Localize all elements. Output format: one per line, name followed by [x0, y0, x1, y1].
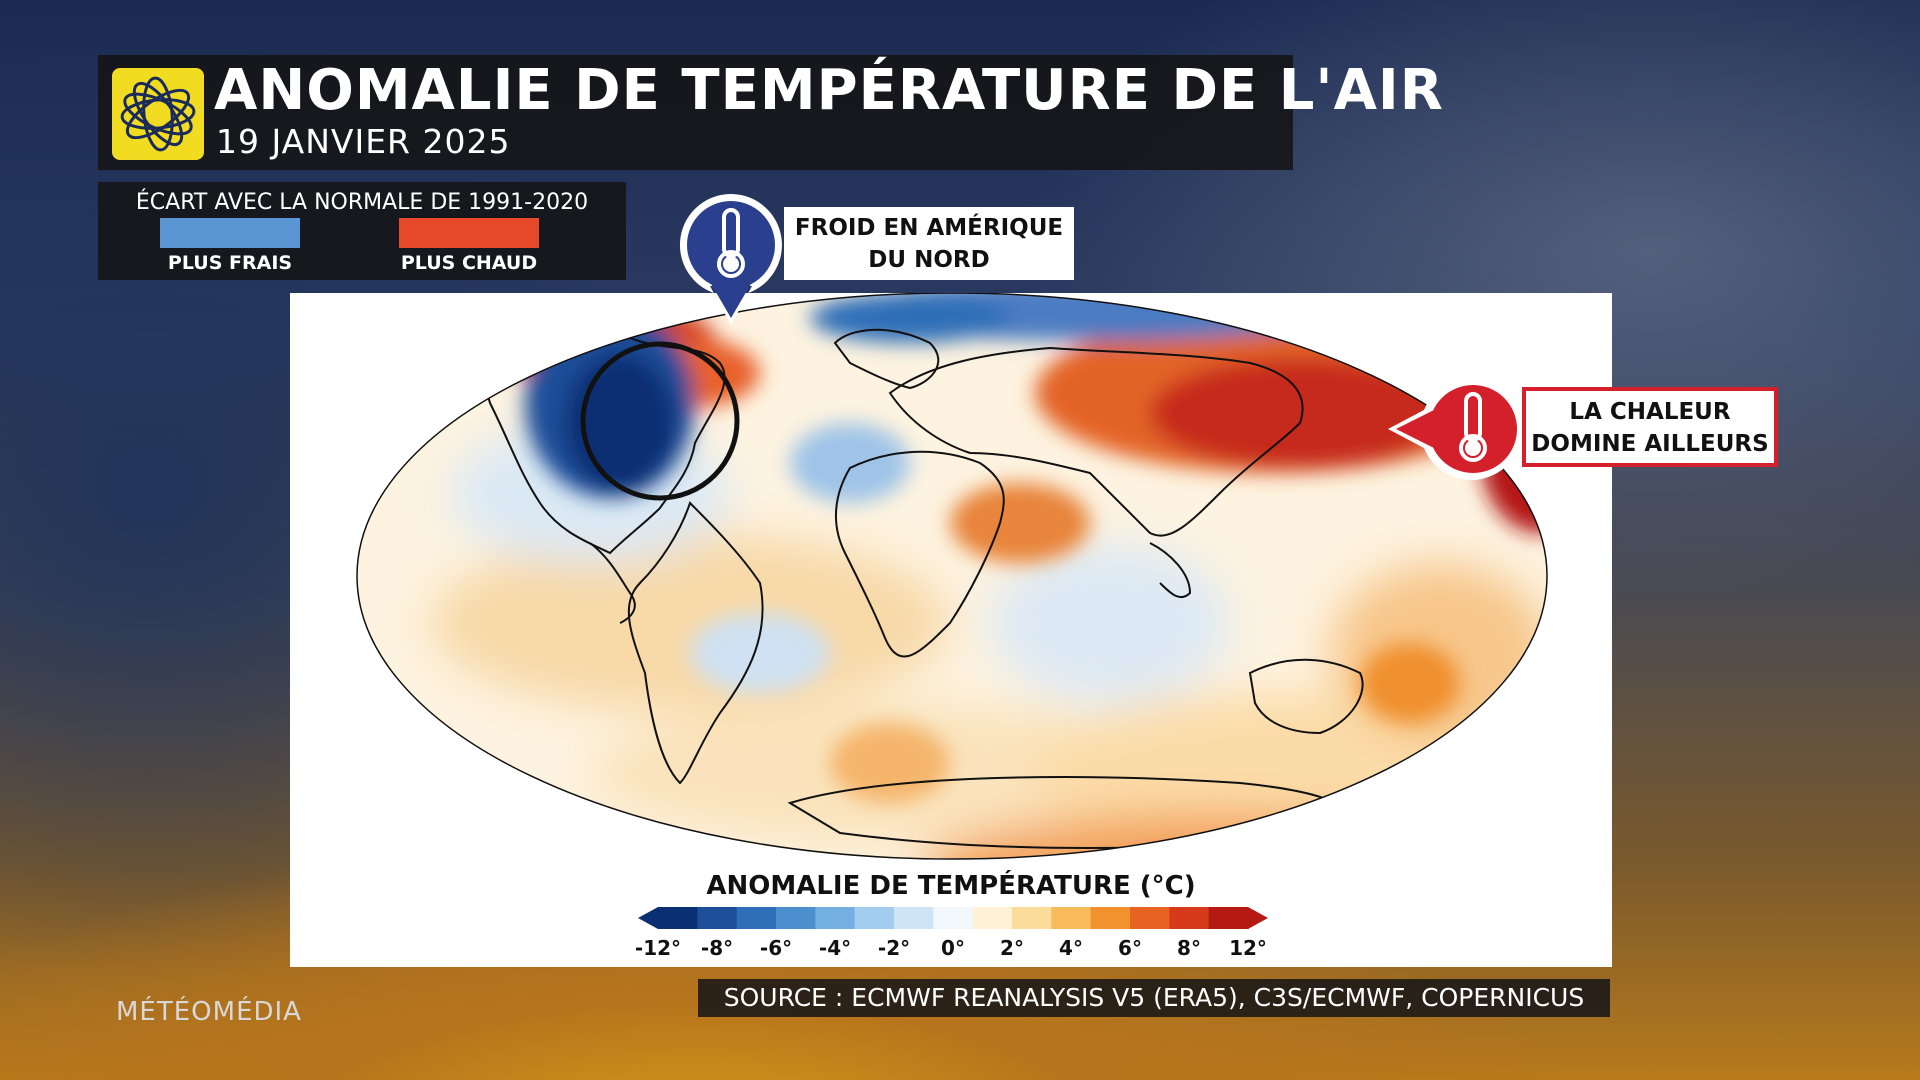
colorbar-tick-label: -6°	[760, 936, 792, 960]
meteomedia-logo	[112, 68, 204, 160]
thermometer-cold-icon	[717, 208, 745, 278]
colorbar-tick-label: 4°	[1059, 936, 1083, 960]
warm-callout-line1: LA CHALEUR	[1569, 399, 1731, 425]
colorbar-bin	[1130, 907, 1170, 929]
cold-callout-line2: DU NORD	[868, 247, 990, 273]
colorbar-arrow-high	[1248, 907, 1268, 929]
legend-title: ÉCART AVEC LA NORMALE DE 1991-2020	[135, 190, 589, 215]
globe-outline	[356, 292, 1548, 860]
colorbar-bin	[854, 907, 895, 929]
cold-callout-line1: FROID EN AMÉRIQUE	[794, 215, 1064, 241]
warm-swatch	[399, 218, 539, 248]
warm-callout-line2: DOMINE AILLEURS	[1531, 431, 1769, 457]
colorbar-tick-label: -12°	[635, 936, 681, 960]
colorbar-bin	[658, 907, 698, 929]
colorbar-bin	[815, 907, 856, 929]
map-card: ANOMALIE DE TEMPÉRATURE (°C) -12° -8° -6° -…	[290, 292, 1612, 967]
colorbar-bin	[1169, 907, 1210, 929]
anomaly-field	[357, 293, 1547, 859]
cold-callout-marker	[679, 194, 782, 325]
colorbar-bin	[933, 907, 974, 929]
colorbar-bin	[776, 907, 816, 929]
source-caption: SOURCE : ECMWF REANALYSIS V5 (ERA5), C3S…	[698, 979, 1610, 1017]
colorbar-bin	[1051, 907, 1092, 929]
north-america-highlight-circle	[580, 341, 740, 501]
colorbar-bin	[894, 907, 934, 929]
colorbar-tick-label: -8°	[701, 936, 733, 960]
colorbar-bin	[1090, 907, 1131, 929]
colorbar: -12° -8° -6° -4° -2° 0° 2° 4° 6° 8° 12°	[635, 907, 1268, 960]
colorbar-tick-label: 12°	[1229, 936, 1267, 960]
colorbar-bin	[972, 907, 1013, 929]
page-title: ANOMALIE DE TEMPÉRATURE DE L'AIR	[214, 58, 1444, 123]
cool-label: PLUS FRAIS	[167, 252, 293, 274]
colorbar-tick-label: 6°	[1118, 936, 1142, 960]
colorbar-tick-label: -2°	[878, 936, 910, 960]
world-anomaly-map	[356, 292, 1548, 860]
colorbar-bin	[736, 907, 777, 929]
colorbar-tick-label: -4°	[819, 936, 851, 960]
page-date: 19 JANVIER 2025	[216, 122, 511, 161]
colorbar-bin	[697, 907, 738, 929]
colorbar-tick-label: 2°	[1000, 936, 1024, 960]
cool-swatch	[160, 218, 300, 248]
colorbar-tick-label: 0°	[941, 936, 965, 960]
colorbar-bin	[1012, 907, 1052, 929]
warm-callout-marker	[1388, 378, 1523, 480]
warm-label: PLUS CHAUD	[400, 252, 538, 274]
legend-panel: ÉCART AVEC LA NORMALE DE 1991-2020 PLUS …	[98, 182, 626, 280]
warm-callout: LA CHALEUR DOMINE AILLEURS	[1522, 387, 1778, 467]
colorbar-tick-label: 8°	[1177, 936, 1201, 960]
cold-callout: FROID EN AMÉRIQUE DU NORD	[784, 207, 1074, 280]
title-panel	[98, 55, 1293, 170]
colorbar-arrow-low	[638, 907, 658, 929]
colorbar-bin	[1208, 907, 1249, 929]
brand-wordmark: MÉTÉOMÉDIA	[116, 997, 302, 1027]
thermometer-hot-icon	[1459, 392, 1487, 462]
colorbar-title: ANOMALIE DE TEMPÉRATURE (°C)	[706, 871, 1196, 901]
